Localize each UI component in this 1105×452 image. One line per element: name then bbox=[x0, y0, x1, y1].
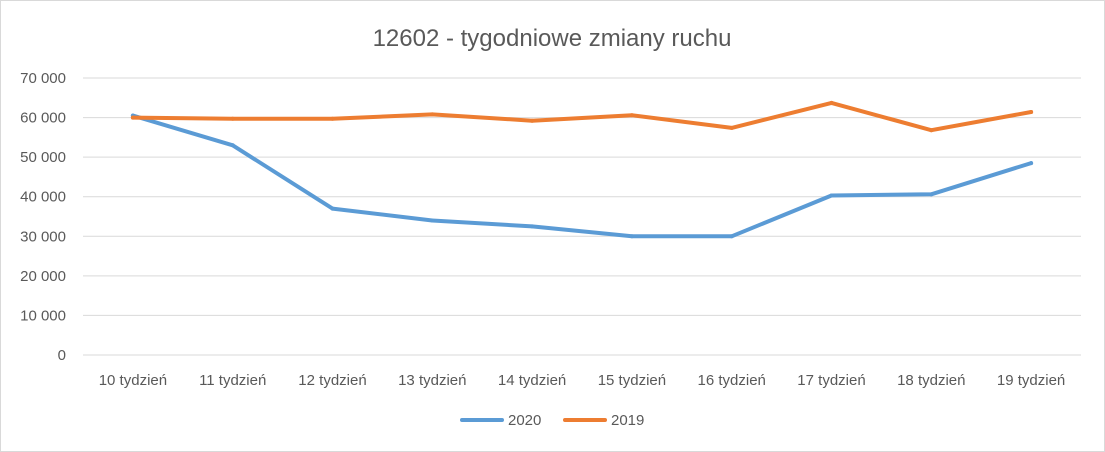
series-line-2019 bbox=[130, 100, 1034, 133]
y-tick-label: 70 000 bbox=[20, 70, 66, 87]
y-tick-label: 40 000 bbox=[20, 189, 66, 206]
data-point-2020 bbox=[729, 234, 734, 239]
legend-label-2020: 2020 bbox=[508, 412, 541, 429]
x-tick-label: 18 tydzień bbox=[897, 372, 965, 389]
x-axis-ticks: 10 tydzień 11 tydzień 12 tydzień 13 tydzień… bbox=[99, 372, 1066, 389]
y-tick-label: 10 000 bbox=[20, 307, 66, 324]
data-point-2020 bbox=[230, 143, 235, 148]
data-point-2019 bbox=[230, 116, 235, 121]
y-tick-label: 60 000 bbox=[20, 110, 66, 127]
data-point-2020 bbox=[330, 206, 335, 211]
data-point-2019 bbox=[1029, 110, 1034, 115]
data-point-2019 bbox=[430, 112, 435, 117]
data-point-2020 bbox=[1029, 161, 1034, 166]
data-point-2019 bbox=[829, 100, 834, 105]
data-point-2019 bbox=[929, 128, 934, 133]
data-point-2019 bbox=[729, 125, 734, 130]
data-point-2019 bbox=[530, 118, 535, 123]
data-point-2020 bbox=[929, 192, 934, 197]
y-axis-ticks: 0 10 000 20 000 30 000 40 000 50 000 60 000 70 … bbox=[20, 70, 66, 364]
legend-label-2019: 2019 bbox=[611, 412, 644, 429]
x-tick-label: 14 tydzień bbox=[498, 372, 566, 389]
x-tick-label: 10 tydzień bbox=[99, 372, 167, 389]
x-tick-label: 11 tydzień bbox=[199, 372, 266, 389]
data-point-2020 bbox=[629, 234, 634, 239]
gridlines bbox=[83, 77, 1081, 356]
x-tick-label: 19 tydzień bbox=[997, 372, 1065, 389]
data-point-2019 bbox=[330, 116, 335, 121]
x-tick-label: 16 tydzień bbox=[698, 372, 766, 389]
data-point-2020 bbox=[530, 224, 535, 229]
x-tick-label: 12 tydzień bbox=[298, 372, 366, 389]
data-point-2019 bbox=[130, 115, 135, 120]
x-tick-label: 15 tydzień bbox=[598, 372, 666, 389]
data-point-2020 bbox=[829, 193, 834, 198]
data-point-2020 bbox=[430, 218, 435, 223]
chart-title: 12602 - tygodniowe zmiany ruchu bbox=[373, 25, 732, 52]
data-point-2019 bbox=[629, 113, 634, 118]
legend: 2020 2019 bbox=[460, 412, 644, 429]
y-tick-label: 50 000 bbox=[20, 149, 66, 166]
x-tick-label: 13 tydzień bbox=[398, 372, 466, 389]
series-line-2020 bbox=[130, 113, 1034, 239]
y-tick-label: 20 000 bbox=[20, 268, 66, 285]
y-tick-label: 30 000 bbox=[20, 228, 66, 245]
x-tick-label: 17 tydzień bbox=[797, 372, 865, 389]
y-tick-label: 0 bbox=[58, 347, 66, 364]
series-lines bbox=[130, 100, 1034, 239]
